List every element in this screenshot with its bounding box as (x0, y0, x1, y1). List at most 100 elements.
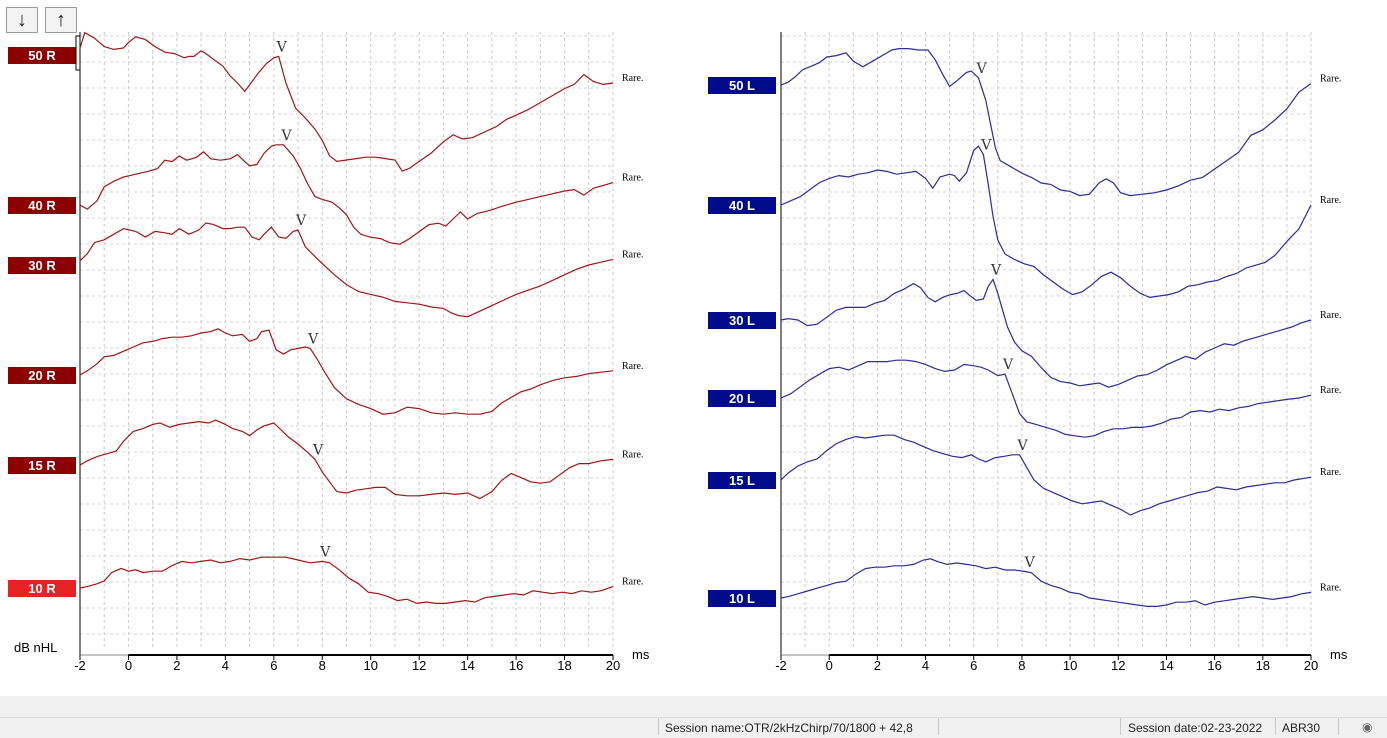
intensity-label-box (708, 590, 776, 607)
peak-v-marker: V (295, 213, 307, 229)
x-tick-label: 2 (173, 658, 180, 673)
intensity-label: 30 L (729, 313, 755, 328)
y-axis-label: dB nHL (14, 640, 57, 655)
intensity-label: 40 R (28, 198, 56, 213)
intensity-label-box (8, 457, 76, 474)
x-unit-label: ms (632, 647, 650, 662)
x-tick-label: 18 (557, 658, 571, 673)
intensity-label: 10 R (28, 581, 56, 596)
waveform-trace-10-l: 10 L V Rare. (708, 555, 1341, 607)
intensity-label: 15 R (28, 458, 56, 473)
waveform-trace-10-r: 10 R V Rare. (8, 544, 643, 605)
waveform-trace-30-l: 30 L V Rare. (708, 262, 1341, 388)
left-ear-chart: -2 0 2 4 6 8 10 12 14 16 18 20 ms 50 L V Rare. 40 L V Rare… (708, 32, 1348, 673)
intensity-label: 40 L (729, 198, 755, 213)
waveform-line (780, 434, 1312, 516)
polarity-label: Rare. (622, 249, 643, 260)
waveform-trace-15-r: 15 R V Rare. (8, 419, 643, 500)
x-tick-label: -2 (775, 658, 787, 673)
intensity-label-box (8, 197, 76, 214)
intensity-label-box (708, 197, 776, 214)
x-tick-label: 20 (606, 658, 620, 673)
waveform-trace-50-l: 50 L V Rare. (708, 48, 1341, 197)
intensity-label-box (8, 47, 76, 64)
polarity-label: Rare. (1320, 582, 1341, 593)
waveform-trace-20-l: 20 L V Rare. (708, 357, 1341, 438)
intensity-label-box (708, 77, 776, 94)
x-tick-label: 12 (1111, 658, 1125, 673)
x-tick-label: 0 (125, 658, 132, 673)
waveform-line (79, 31, 614, 172)
polarity-label: Rare. (622, 577, 643, 588)
polarity-label: Rare. (1320, 467, 1341, 478)
polarity-label: Rare. (622, 449, 643, 460)
peak-v-marker: V (280, 128, 292, 144)
waveform-line (780, 48, 1312, 197)
intensity-label: 20 R (28, 368, 56, 383)
polarity-label: Rare. (1320, 74, 1341, 85)
grid (80, 32, 614, 649)
waveform-line (79, 556, 614, 605)
x-tick-label: 0 (826, 658, 833, 673)
waveform-line (780, 359, 1312, 438)
peak-v-marker: V (1024, 555, 1036, 571)
x-tick-label: 18 (1256, 658, 1270, 673)
x-tick-label: 16 (509, 658, 523, 673)
intensity-label-box (8, 367, 76, 384)
x-tick-label: 16 (1207, 658, 1221, 673)
x-tick-label: -2 (74, 658, 86, 673)
intensity-label-box (708, 312, 776, 329)
status-bar: Session name:OTR/2kHzChirp/70/1800 + 42,… (0, 696, 1387, 738)
intensity-label: 50 L (729, 78, 755, 93)
intensity-label-box (8, 257, 76, 274)
session-date: Session date:02-23-2022 (1128, 721, 1263, 735)
intensity-label-box (708, 390, 776, 407)
polarity-label: Rare. (1320, 195, 1341, 206)
module-name: ABR30 (1282, 721, 1321, 735)
waveform-trace-40-r: 40 R V Rare. (8, 128, 643, 245)
waveform-line (780, 558, 1312, 607)
polarity-label: Rare. (622, 361, 643, 372)
x-unit-label: ms (1330, 647, 1348, 662)
waveform-trace-20-r: 20 R V Rare. (8, 328, 643, 415)
waveform-line (79, 144, 614, 245)
peak-v-marker: V (980, 138, 992, 154)
peak-v-marker: V (1002, 357, 1014, 373)
waveform-trace-40-l: 40 L V Rare. (708, 138, 1341, 299)
x-tick-label: 6 (270, 658, 277, 673)
peak-v-marker: V (975, 61, 987, 77)
x-tick-label: 6 (970, 658, 977, 673)
session-name: Session name:OTR/2kHzChirp/70/1800 + 42,… (665, 721, 913, 735)
waveform-trace-50-r: 50 R V Rare. (8, 31, 643, 172)
arrow-up-icon[interactable]: ↑ (45, 7, 77, 33)
x-tick-label: 10 (363, 658, 377, 673)
eye-icon[interactable]: ◉ (1362, 720, 1373, 734)
intensity-label-box (708, 472, 776, 489)
polarity-label: Rare. (1320, 310, 1341, 321)
peak-v-marker: V (276, 39, 288, 55)
x-tick-label: 12 (412, 658, 426, 673)
x-tick-label: 4 (222, 658, 229, 673)
waveform-line (79, 328, 614, 415)
intensity-label: 20 L (729, 391, 755, 406)
intensity-label: 50 R (28, 48, 56, 63)
peak-v-marker: V (312, 442, 324, 458)
x-tick-label: 4 (922, 658, 929, 673)
waveform-line (780, 278, 1312, 388)
x-tick-label: 8 (319, 658, 326, 673)
peak-v-marker: V (1016, 438, 1028, 454)
intensity-label: 10 L (729, 591, 755, 606)
x-tick-label: 10 (1063, 658, 1077, 673)
arrow-down-icon[interactable]: ↓ (6, 7, 38, 33)
x-tick-label: 20 (1304, 658, 1318, 673)
peak-v-marker: V (307, 331, 319, 347)
waveform-line (79, 419, 614, 500)
x-tick-label: 8 (1018, 658, 1025, 673)
waveform-line (79, 222, 614, 318)
intensity-label: 30 R (28, 258, 56, 273)
intensity-label: 15 L (729, 473, 755, 488)
waveform-line (780, 145, 1312, 299)
x-tick-label: 2 (874, 658, 881, 673)
